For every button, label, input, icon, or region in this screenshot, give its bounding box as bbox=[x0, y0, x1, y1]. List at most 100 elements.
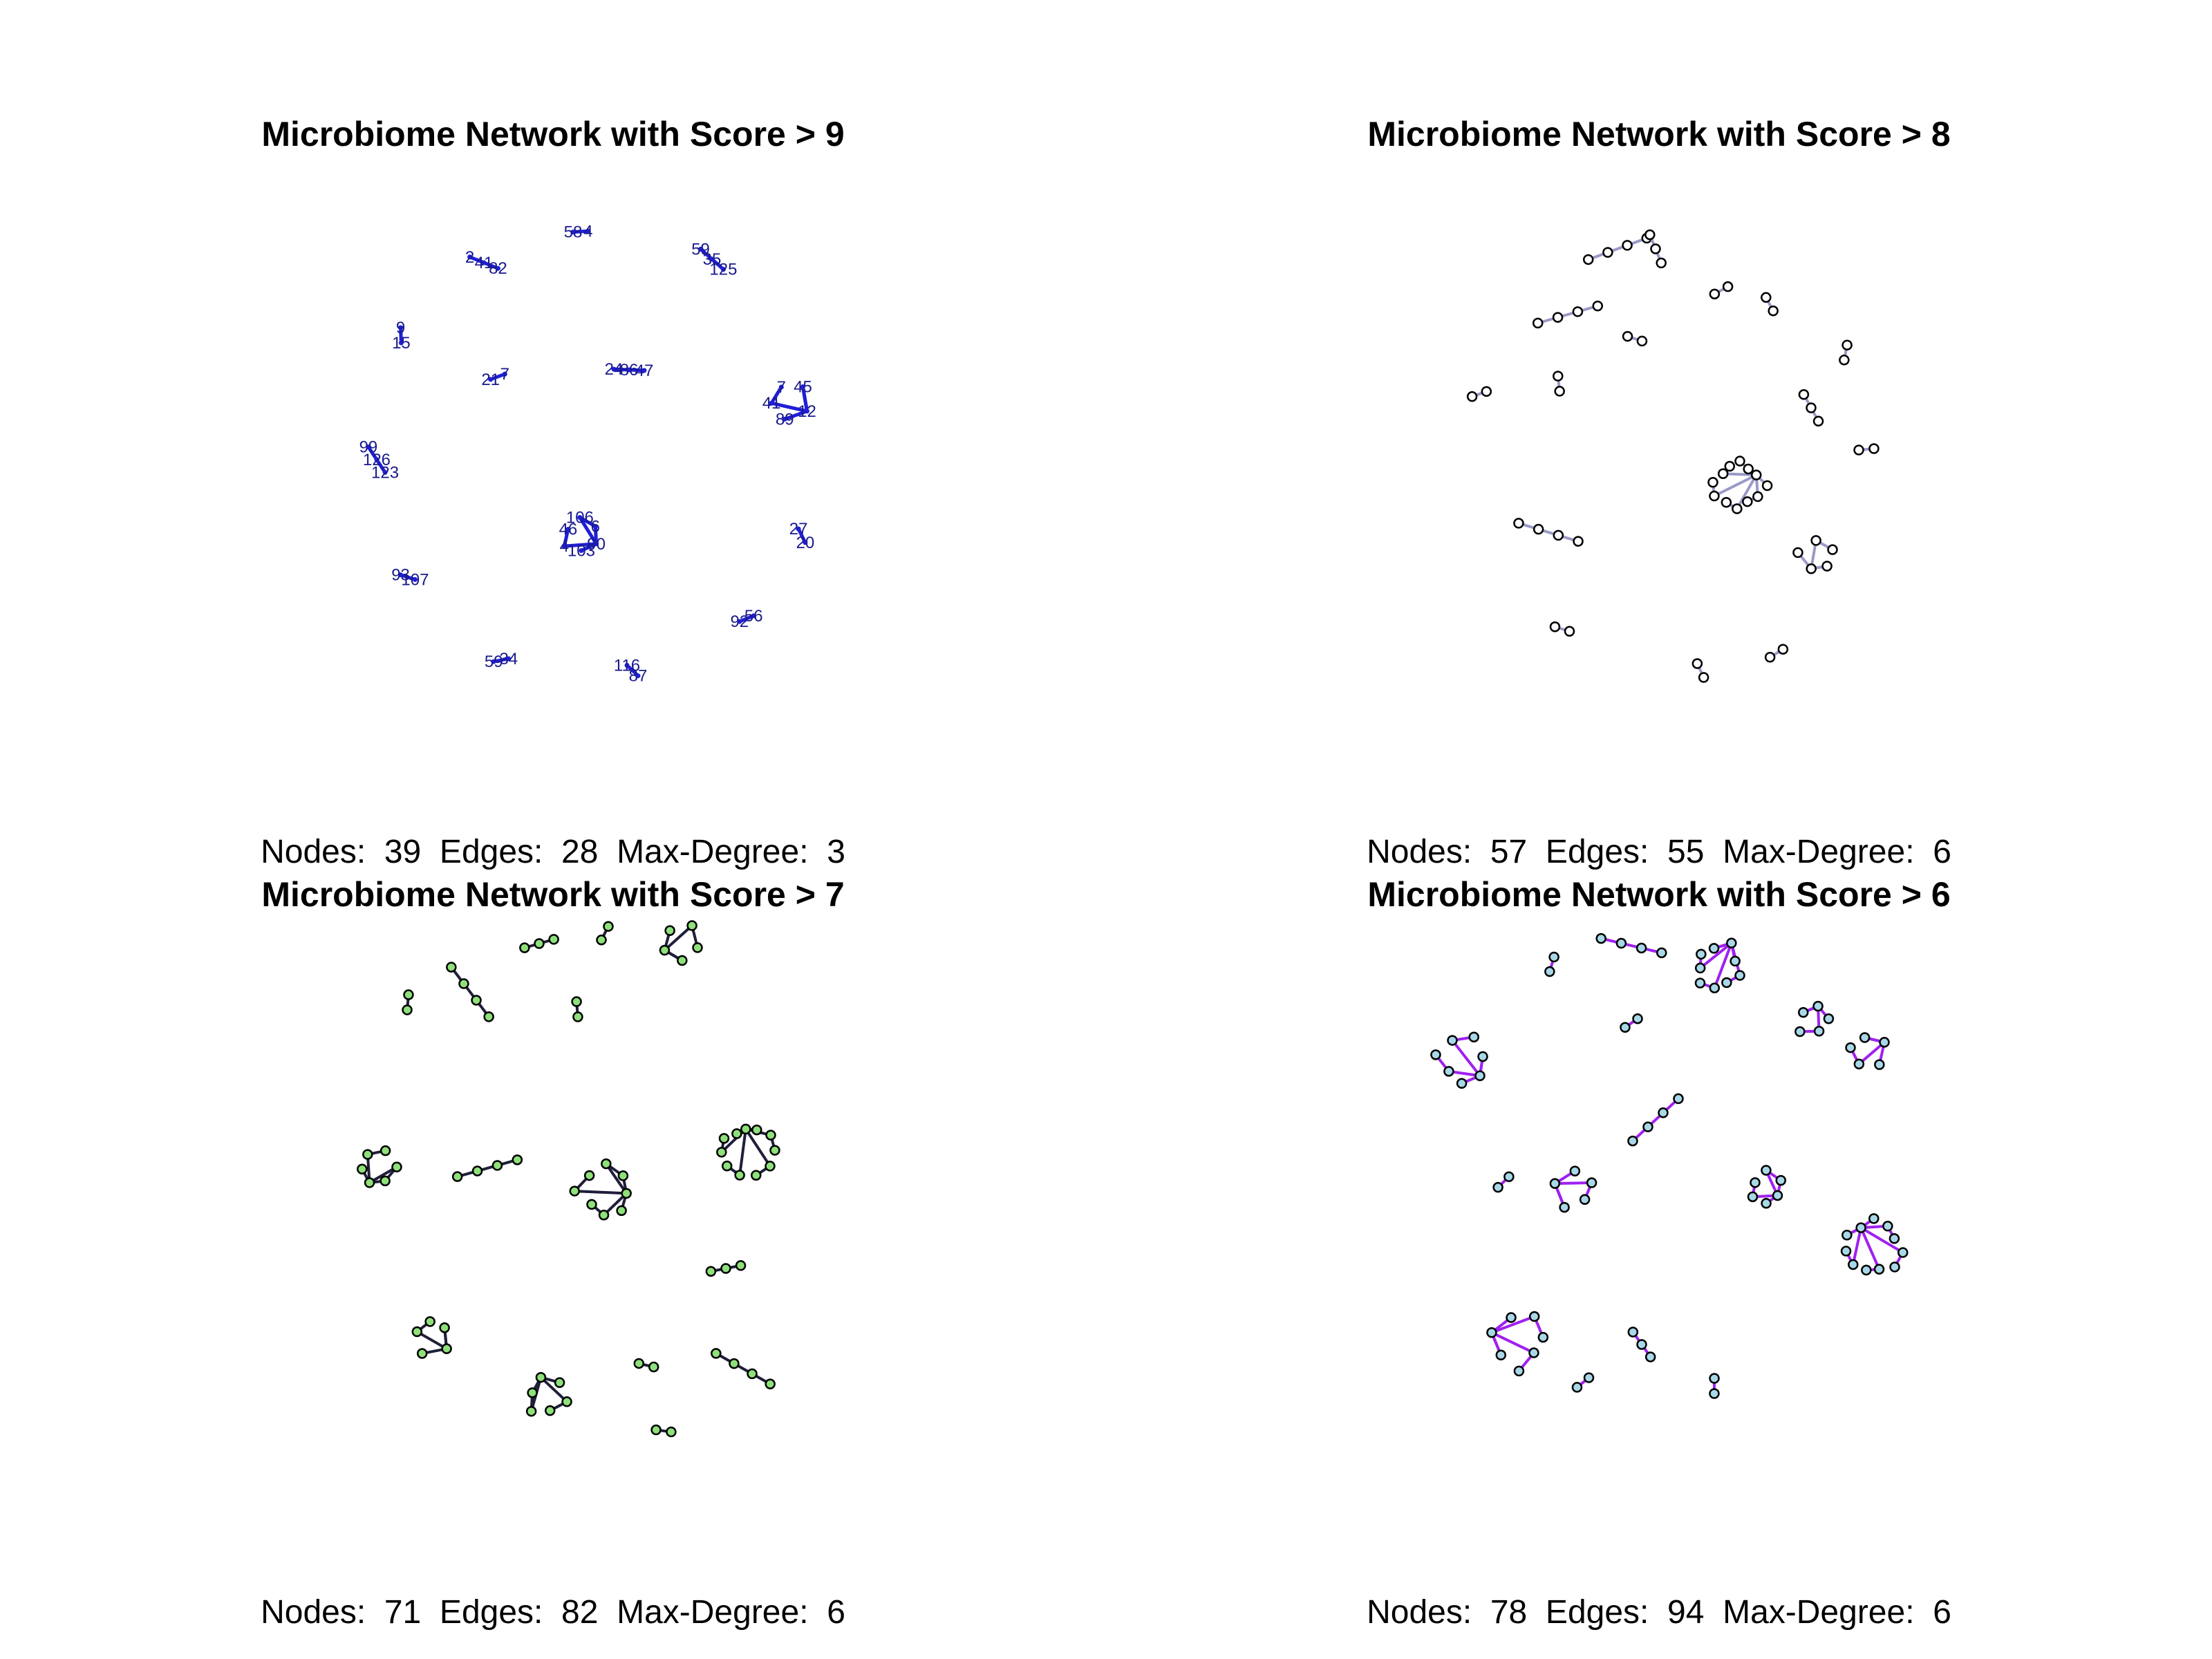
network-node bbox=[1709, 490, 1720, 502]
network-edge bbox=[1714, 474, 1757, 498]
network-node bbox=[1691, 658, 1703, 669]
network-node bbox=[709, 256, 715, 262]
network-edge bbox=[1699, 941, 1733, 969]
network-node bbox=[1573, 536, 1584, 547]
network-panel-score-8: Microbiome Network with Score > 8 Nodes:… bbox=[1106, 0, 2212, 870]
network-node bbox=[601, 1158, 612, 1170]
network-node bbox=[1582, 254, 1594, 265]
network-edge bbox=[801, 386, 809, 412]
network-node bbox=[1569, 1165, 1581, 1177]
network-cluster bbox=[1582, 232, 1653, 265]
network-node bbox=[1430, 1049, 1441, 1060]
network-node bbox=[1888, 1233, 1900, 1244]
network-node bbox=[1658, 1107, 1669, 1118]
network-node bbox=[1554, 386, 1565, 397]
node-label: 12 bbox=[798, 402, 816, 421]
network-node bbox=[1622, 330, 1633, 342]
network-node bbox=[527, 1387, 538, 1398]
network-node bbox=[1548, 951, 1559, 963]
network-graph bbox=[1430, 932, 1909, 1399]
network-node bbox=[650, 1424, 662, 1436]
network-cluster bbox=[1549, 1165, 1597, 1213]
network-node bbox=[1564, 626, 1575, 637]
network-edge bbox=[572, 229, 589, 234]
network-cluster bbox=[1595, 932, 1667, 959]
network-node bbox=[577, 515, 583, 521]
network-node bbox=[1696, 948, 1707, 960]
network-node bbox=[1642, 1121, 1653, 1132]
network-node bbox=[1845, 1042, 1856, 1053]
network-node bbox=[441, 1343, 452, 1354]
network-node bbox=[1821, 561, 1833, 572]
network-node bbox=[592, 523, 598, 529]
network-node bbox=[1730, 955, 1741, 967]
network-node bbox=[488, 377, 494, 382]
network-node bbox=[716, 1147, 727, 1158]
network-node bbox=[1615, 937, 1627, 949]
network-node bbox=[1622, 240, 1633, 251]
network-node bbox=[534, 938, 545, 949]
network-cluster bbox=[650, 1424, 677, 1438]
network-node bbox=[1897, 1247, 1909, 1258]
network-node bbox=[1848, 1259, 1859, 1271]
panel-title: Microbiome Network with Score > 6 bbox=[1367, 875, 1951, 914]
network-cluster bbox=[1620, 1013, 1643, 1033]
edges-label: Edges: bbox=[439, 1594, 543, 1631]
network-cluster bbox=[716, 1123, 780, 1181]
network-edge bbox=[399, 327, 403, 344]
node-label: 123 bbox=[371, 463, 399, 482]
network-node bbox=[1772, 1190, 1783, 1201]
nodes-count: 57 bbox=[1490, 834, 1528, 870]
network-node bbox=[1673, 1093, 1684, 1105]
network-node bbox=[491, 1160, 503, 1171]
network-edge bbox=[771, 401, 808, 413]
network-node bbox=[572, 1011, 583, 1022]
network-node bbox=[1656, 947, 1667, 959]
network-node bbox=[458, 978, 469, 989]
network-cluster bbox=[1513, 518, 1584, 547]
network-node bbox=[1810, 535, 1821, 546]
network-node bbox=[579, 548, 584, 554]
node-label: 89 bbox=[776, 410, 794, 429]
nodes-label: Nodes: bbox=[1367, 1594, 1472, 1631]
network-node bbox=[1777, 644, 1789, 655]
network-node bbox=[1709, 982, 1721, 993]
network-node bbox=[1794, 1026, 1806, 1038]
network-cluster bbox=[1709, 281, 1734, 300]
network-cluster bbox=[569, 1158, 632, 1221]
network-edge bbox=[664, 924, 693, 952]
node-label: 21 bbox=[481, 371, 500, 389]
network-cluster bbox=[1466, 386, 1492, 402]
node-label: 24 bbox=[605, 360, 624, 379]
network-node bbox=[1882, 1221, 1893, 1232]
network-edge bbox=[366, 446, 379, 461]
network-node bbox=[751, 613, 756, 619]
node-label: 34 bbox=[499, 650, 518, 668]
network-node bbox=[1806, 563, 1817, 574]
network-node bbox=[769, 1145, 780, 1156]
network-node bbox=[402, 1004, 413, 1015]
network-node bbox=[666, 1426, 677, 1438]
max-degree-label: Max-Degree: bbox=[1723, 834, 1915, 870]
network-node bbox=[804, 409, 809, 414]
max-degree-value: 6 bbox=[1933, 834, 1951, 870]
network-cluster bbox=[525, 1371, 572, 1417]
network-node bbox=[621, 1188, 632, 1199]
network-panel-score-7: Microbiome Network with Score > 7 Nodes:… bbox=[0, 760, 1106, 1631]
network-edge bbox=[574, 1190, 627, 1195]
network-node bbox=[1650, 243, 1661, 254]
network-node bbox=[624, 662, 630, 668]
network-node bbox=[1636, 1339, 1647, 1350]
network-node bbox=[1474, 1070, 1485, 1081]
edges-label: Edges: bbox=[1545, 1594, 1649, 1631]
network-edge bbox=[1859, 1227, 1881, 1270]
network-node bbox=[633, 1358, 645, 1369]
max-degree-label: Max-Degree: bbox=[617, 1594, 809, 1631]
node-label: 99 bbox=[359, 438, 378, 457]
network-cluster bbox=[1798, 388, 1824, 427]
network-edge bbox=[1491, 1331, 1535, 1354]
network-node bbox=[692, 942, 703, 953]
network-cluster bbox=[1492, 1171, 1515, 1193]
